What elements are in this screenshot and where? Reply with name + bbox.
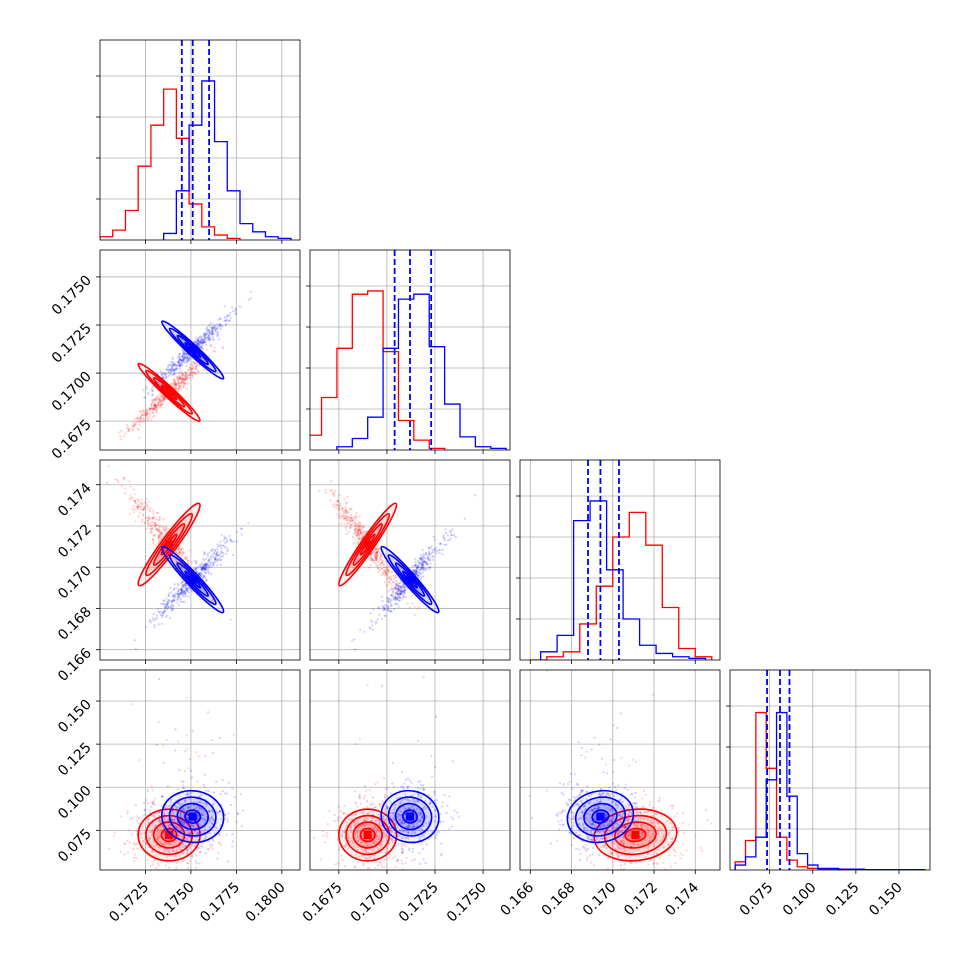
y-tick-label: 0.1700 (49, 369, 95, 415)
scatter-panel-1-0 (96, 249, 301, 454)
x-tick-label: 0.168 (539, 880, 579, 920)
y-tick-label: 0.075 (55, 826, 95, 866)
x-tick-label: 0.1750 (444, 880, 490, 926)
x-tick-label: 0.1775 (197, 880, 243, 926)
y-tick-label: 0.174 (55, 480, 95, 520)
panel-frame (99, 249, 301, 451)
y-tick-label: 0.125 (55, 740, 95, 780)
y-tick-label: 0.172 (55, 521, 95, 561)
panel-frame (99, 459, 301, 661)
x-tick-label: 0.100 (780, 880, 820, 920)
grid-lines (100, 40, 300, 240)
peak-marker-series-0 (631, 831, 640, 839)
contours-series-1 (380, 545, 440, 614)
peak-marker-series-1 (188, 346, 197, 354)
histogram-series-1 (162, 80, 292, 240)
grid-lines (520, 460, 720, 660)
histogram-series-0 (734, 711, 926, 870)
scatter-panel-2-0 (96, 459, 301, 664)
contours-series-1 (380, 789, 440, 844)
scatter-panel-2-1 (309, 459, 511, 664)
histogram-series-1 (734, 711, 926, 870)
panel-frame (99, 39, 301, 241)
grid-lines (100, 460, 300, 660)
scatter-panel-3-0 (96, 669, 301, 874)
peak-marker-series-1 (406, 812, 414, 821)
contours-series-0 (137, 502, 201, 587)
contours-series-0 (338, 502, 398, 587)
y-tick-label: 0.166 (55, 645, 95, 685)
x-tick-label: 0.1800 (243, 880, 289, 926)
panel-frame (99, 669, 301, 871)
x-tick-label: 0.1700 (348, 880, 394, 926)
peak-marker-series-1 (188, 575, 197, 584)
peak-marker-series-1 (596, 812, 605, 821)
x-tick-label: 0.150 (866, 880, 906, 920)
contours-series-1 (161, 545, 225, 614)
scatter-points-series-1 (351, 494, 477, 651)
x-tick-label: 0.174 (662, 879, 702, 919)
peak-marker-series-0 (363, 540, 372, 549)
peak-marker-series-0 (165, 831, 174, 839)
contours-series-1 (161, 320, 225, 380)
y-tick-label: 0.170 (55, 563, 95, 603)
histogram-series-0 (530, 511, 713, 660)
y-tick-label: 0.1750 (49, 272, 95, 318)
grid-lines (100, 250, 300, 450)
contours-series-1 (566, 789, 635, 844)
peak-marker-series-0 (165, 388, 174, 397)
contours-series-0 (137, 362, 201, 422)
contours-series-0 (137, 808, 201, 862)
x-tick-label: 0.075 (737, 880, 777, 920)
contours-series-1 (161, 789, 225, 844)
panel-frame (309, 669, 511, 871)
peak-marker-series-1 (406, 575, 414, 584)
y-tick-label: 0.150 (55, 697, 95, 737)
x-tick-label: 0.172 (621, 880, 661, 920)
x-tick-label: 0.166 (497, 879, 537, 919)
panel-frame (729, 669, 931, 871)
x-tick-label: 0.1675 (300, 880, 346, 926)
panel-frame (309, 249, 511, 451)
y-tick-label: 0.1675 (49, 417, 95, 463)
x-tick-label: 0.1725 (396, 880, 442, 926)
hist-panel-3 (726, 669, 931, 874)
x-tick-label: 0.170 (580, 880, 620, 920)
histogram-series-1 (539, 500, 707, 660)
hist-panel-1 (306, 249, 511, 454)
x-tick-label: 0.1725 (106, 880, 152, 926)
panel-frame (519, 669, 721, 871)
histogram-series-1 (336, 293, 507, 450)
grid-lines (520, 670, 720, 870)
hist-panel-0 (96, 39, 301, 244)
peak-marker-series-0 (165, 540, 174, 549)
contours-series-0 (338, 808, 398, 862)
y-tick-label: 0.100 (55, 783, 95, 823)
y-tick-label: 0.168 (55, 604, 95, 644)
scatter-points-series-1 (142, 290, 252, 399)
histogram-series-0 (100, 88, 241, 240)
scatter-panel-3-2 (519, 669, 721, 874)
y-tick-label: 0.1725 (49, 321, 95, 367)
hist-panel-2 (516, 459, 721, 664)
histogram-series-0 (310, 290, 446, 450)
x-tick-label: 0.1750 (152, 880, 198, 926)
peak-marker-series-1 (188, 812, 197, 821)
x-tick-label: 0.125 (823, 880, 863, 920)
grid-lines (310, 670, 510, 870)
panel-frame (309, 459, 511, 661)
grid-lines (730, 670, 930, 870)
scatter-panel-3-1 (309, 669, 511, 874)
panel-frame (519, 459, 721, 661)
peak-marker-series-0 (363, 831, 372, 839)
grid-lines (310, 460, 510, 660)
